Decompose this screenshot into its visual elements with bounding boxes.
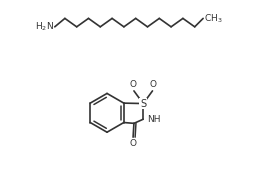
Text: NH: NH xyxy=(147,115,161,124)
Text: O: O xyxy=(150,80,157,89)
Text: $\mathregular{CH_3}$: $\mathregular{CH_3}$ xyxy=(204,12,223,25)
Text: $\mathregular{H_2N}$: $\mathregular{H_2N}$ xyxy=(35,21,54,33)
Text: O: O xyxy=(130,80,137,89)
Text: S: S xyxy=(140,99,146,109)
Text: O: O xyxy=(130,139,137,148)
